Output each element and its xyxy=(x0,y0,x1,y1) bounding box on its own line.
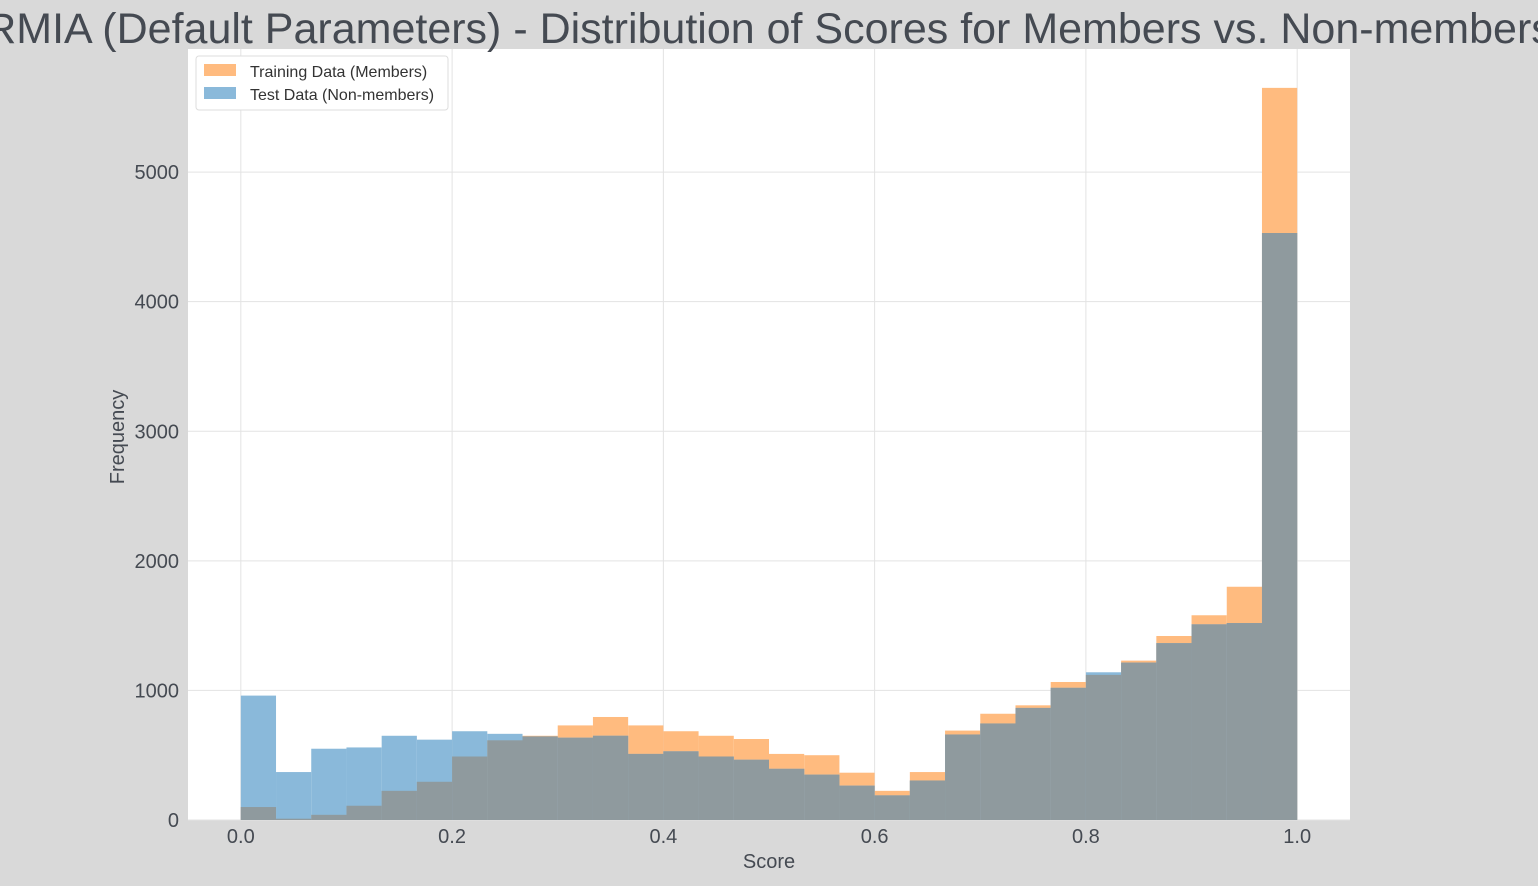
x-tick-label: 0.2 xyxy=(438,826,466,848)
y-tick-label: 1000 xyxy=(135,680,180,702)
legend-swatch-non-members xyxy=(204,87,236,99)
overlap-bar xyxy=(980,723,1016,820)
overlap-bar xyxy=(522,736,558,820)
y-tick-label: 0 xyxy=(168,810,179,832)
overlap-bar xyxy=(1191,624,1227,820)
overlap-bar xyxy=(557,737,593,820)
non-members-bar xyxy=(240,695,277,820)
overlap-bar xyxy=(346,805,382,820)
overlap-bar xyxy=(874,795,910,820)
legend-swatch-members xyxy=(204,64,236,76)
chart-title: RMIA (Default Parameters) - Distribution… xyxy=(0,5,1538,53)
overlap-bar xyxy=(945,734,981,820)
overlap-bar xyxy=(1121,662,1157,820)
y-axis-label: Frequency xyxy=(107,390,129,485)
overlap-bar xyxy=(909,780,946,820)
legend-label-members: Training Data (Members) xyxy=(250,64,427,81)
overlap-bar xyxy=(1261,233,1298,820)
overlap-bar xyxy=(1015,707,1051,820)
overlap-bar xyxy=(733,759,769,820)
overlap-bar xyxy=(416,781,453,820)
overlap-bar xyxy=(276,818,312,820)
overlap-bar xyxy=(839,785,875,820)
y-tick-label: 4000 xyxy=(135,292,180,314)
y-tick-label: 2000 xyxy=(135,551,180,573)
overlap-bar xyxy=(1050,687,1086,820)
overlap-bar xyxy=(240,807,277,820)
x-tick-label: 0.8 xyxy=(1072,826,1100,848)
x-axis-ticks: 0.0 0.2 0.4 0.6 0.8 1.0 xyxy=(227,826,1311,848)
overlap-bar xyxy=(592,735,629,820)
non-members-bar xyxy=(276,772,312,820)
x-tick-label: 1.0 xyxy=(1283,826,1311,848)
x-tick-label: 0.0 xyxy=(227,826,255,848)
overlap-bar xyxy=(1226,623,1262,820)
y-tick-label: 3000 xyxy=(135,421,180,443)
overlap-bar xyxy=(452,756,488,820)
legend: Training Data (Members) Test Data (Non-m… xyxy=(195,55,449,111)
overlap-bar xyxy=(663,751,699,820)
overlap-bar xyxy=(1085,674,1122,820)
overlap-bar xyxy=(698,756,734,820)
overlap-bar xyxy=(381,790,417,820)
overlap-bar xyxy=(1156,643,1192,820)
y-tick-label: 5000 xyxy=(135,162,180,184)
y-axis-ticks: 0 1000 2000 3000 4000 5000 xyxy=(135,162,180,832)
legend-box xyxy=(195,55,449,111)
non-members-bar xyxy=(311,748,347,820)
overlap-bar xyxy=(311,814,347,820)
overlap-bar xyxy=(804,774,840,820)
x-tick-label: 0.6 xyxy=(861,826,889,848)
overlap-bar xyxy=(487,740,523,820)
legend-label-non-members: Test Data (Non-members) xyxy=(250,87,434,104)
x-tick-label: 0.4 xyxy=(649,826,677,848)
overlap-bar xyxy=(769,768,805,820)
x-axis-label: Score xyxy=(743,851,795,873)
overlap-histogram xyxy=(240,233,1298,820)
overlap-bar xyxy=(628,753,664,820)
